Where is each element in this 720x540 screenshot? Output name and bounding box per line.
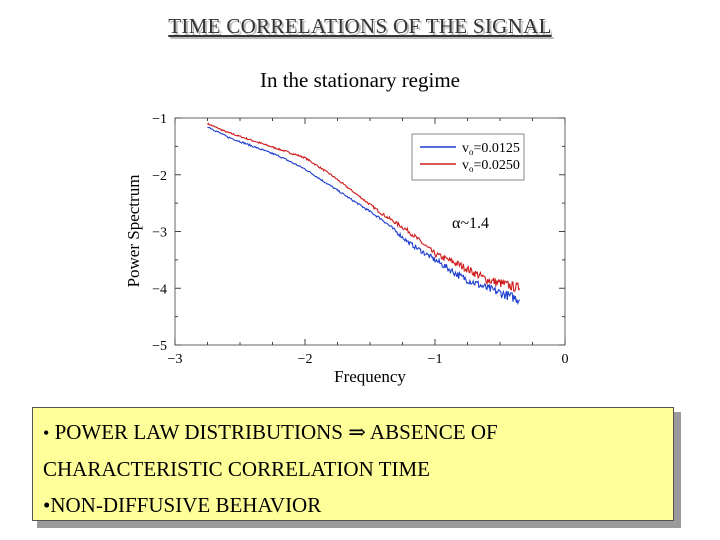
series-line-1 — [207, 126, 520, 306]
y-axis-ticks: −1 −2 −3 −4 −5 — [152, 112, 565, 354]
page-title: TIME CORRELATIONS OF THE SIGNAL — [168, 14, 552, 38]
legend-label-series-1: vo=0.0125 — [462, 141, 520, 157]
implies-arrow-icon: ⇒ — [348, 420, 366, 444]
y-tick-label: −2 — [152, 169, 167, 184]
page-title-shadow: TIME CORRELATIONS OF THE SIGNAL — [170, 16, 554, 40]
legend-box — [411, 133, 525, 181]
x-tick-label: −1 — [428, 352, 443, 367]
y-tick-label: −3 — [152, 226, 167, 241]
x-tick-label: −3 — [168, 352, 183, 367]
y-axis-label: Power Spectrum — [124, 175, 143, 288]
x-tick-label: −2 — [298, 352, 313, 367]
series-line-2 — [207, 122, 521, 292]
bullet-text-1: POWER LAW DISTRIBUTIONS — [49, 420, 349, 444]
page-subtitle: In the stationary regime — [259, 68, 460, 92]
x-axis-label: Frequency — [334, 367, 406, 386]
x-tick-label: 0 — [562, 352, 569, 367]
data-series — [207, 122, 521, 306]
x-axis-ticks: −3 −2 −1 0 — [168, 118, 569, 367]
y-tick-label: −1 — [152, 112, 167, 127]
bullet-line-2: CHARACTERISTIC CORRELATION TIME — [43, 457, 430, 481]
bullet-box: • POWER LAW DISTRIBUTIONS ⇒ ABSENCE OF C… — [32, 407, 674, 521]
legend-label-series-2: vo=0.0250 — [462, 158, 520, 174]
bullet-marker: • — [43, 423, 50, 443]
bullet-line-3: •NON-DIFFUSIVE BEHAVIOR — [43, 493, 322, 517]
alpha-annotation: α~1.4 — [452, 215, 489, 232]
y-tick-label: −5 — [152, 339, 167, 354]
bullet-text-1b: ABSENCE OF — [365, 420, 498, 444]
bullet-line-1: • POWER LAW DISTRIBUTIONS ⇒ ABSENCE OF — [43, 414, 665, 451]
power-spectrum-chart: −3 −2 −1 0 −1 −2 −3 −4 −5 Frequency Power Spect… — [124, 112, 569, 386]
legend: vo=0.0125 vo=0.0250 — [411, 133, 525, 181]
y-tick-label: −4 — [152, 282, 167, 297]
